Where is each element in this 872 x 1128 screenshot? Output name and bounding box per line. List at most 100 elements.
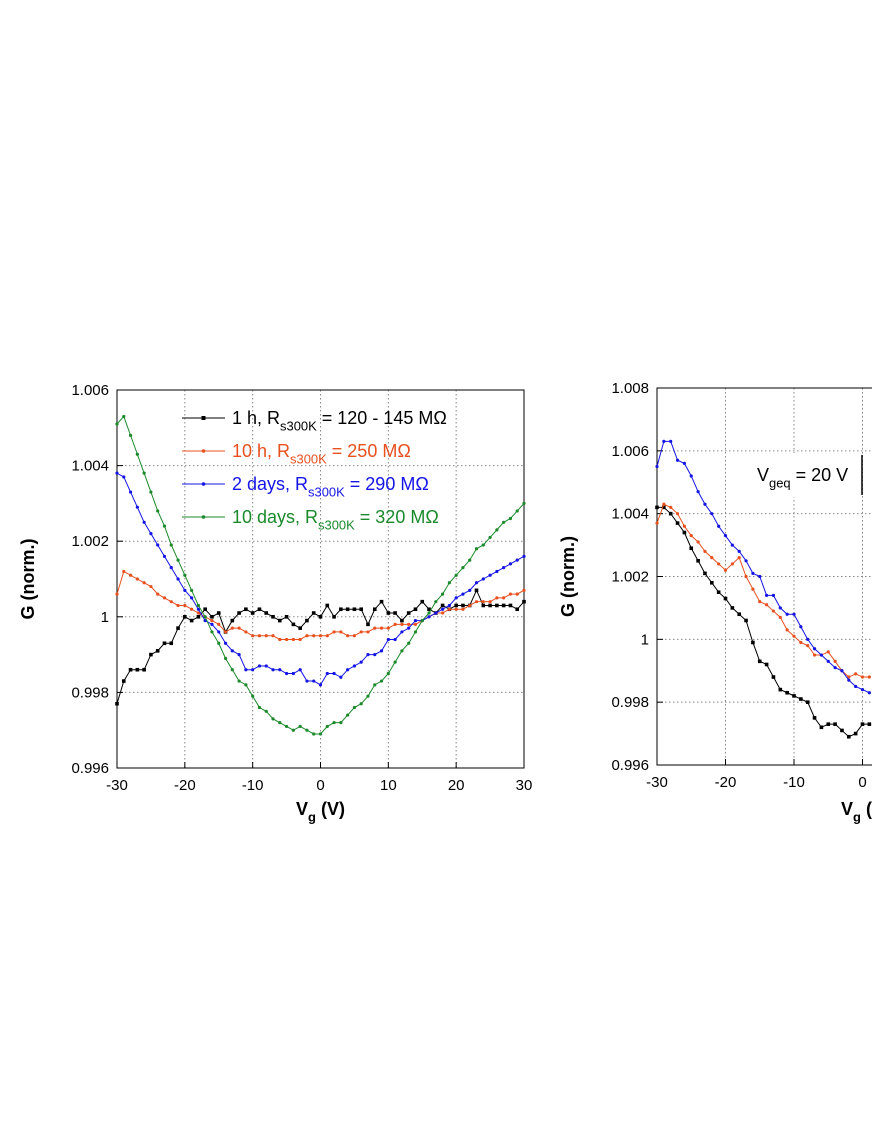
marker	[264, 709, 268, 713]
marker	[352, 705, 357, 710]
marker	[305, 634, 309, 638]
marker	[454, 607, 458, 611]
annotation: Vgeq = 20 V	[757, 465, 848, 490]
marker	[162, 554, 167, 558]
marker	[696, 540, 700, 544]
marker	[744, 618, 748, 623]
marker	[203, 615, 207, 619]
x-tick-label: -30	[106, 777, 128, 794]
x-axis-label-part: (V	[861, 799, 872, 819]
marker	[230, 668, 234, 672]
legend-label-part: s300K	[290, 451, 327, 466]
legend-label-part: = 290 MΩ	[345, 474, 429, 494]
x-axis-label-part: V	[841, 799, 853, 819]
marker	[860, 688, 865, 692]
marker	[325, 724, 329, 729]
marker	[406, 611, 411, 615]
marker	[703, 571, 707, 576]
marker	[386, 637, 390, 642]
legend-label-part: 10 h, R	[232, 441, 290, 461]
legend-marker	[201, 449, 206, 453]
marker	[495, 569, 499, 574]
marker	[190, 607, 194, 611]
marker	[427, 615, 431, 619]
marker	[278, 618, 282, 623]
marker	[860, 722, 865, 726]
marker	[819, 725, 824, 730]
marker	[311, 611, 316, 615]
marker	[169, 543, 173, 547]
legend-label-part: s300K	[318, 517, 355, 532]
legend-label-part: 1 h, R	[232, 408, 280, 428]
legend-label: 10 h, Rs300K = 250 MΩ	[232, 441, 411, 466]
marker	[833, 666, 837, 670]
marker	[366, 622, 370, 627]
marker	[393, 637, 397, 642]
marker	[413, 618, 418, 623]
marker	[413, 630, 418, 634]
marker	[778, 606, 782, 610]
marker	[230, 618, 235, 623]
x-axis-label: Vg (V)	[296, 799, 345, 824]
marker	[434, 611, 438, 615]
marker	[284, 637, 289, 642]
x-tick-label: -20	[174, 777, 196, 794]
marker	[257, 634, 262, 638]
x-tick-label: -10	[242, 777, 264, 794]
marker	[826, 659, 830, 663]
legend-marker	[201, 515, 206, 519]
marker	[291, 637, 295, 642]
marker	[359, 702, 363, 706]
marker	[223, 656, 228, 660]
marker	[237, 626, 241, 630]
legend-label-part: = 320 MΩ	[355, 507, 439, 527]
marker	[730, 543, 734, 547]
marker	[366, 694, 370, 698]
marker	[867, 675, 871, 679]
marker	[305, 618, 309, 623]
marker	[826, 722, 831, 726]
marker	[217, 630, 221, 634]
marker	[441, 592, 445, 596]
marker	[291, 728, 295, 732]
marker	[703, 502, 707, 506]
marker	[792, 612, 796, 616]
marker	[481, 600, 485, 604]
x-axis-label-part: (V)	[316, 799, 345, 819]
marker	[751, 571, 755, 575]
plot-frame	[116, 389, 525, 769]
marker	[481, 577, 485, 581]
marker	[723, 534, 728, 538]
marker	[675, 512, 680, 516]
marker	[393, 622, 397, 626]
x-tick-label: 20	[448, 777, 465, 794]
marker	[190, 596, 194, 600]
marker	[508, 516, 513, 521]
marker	[217, 641, 221, 645]
marker	[271, 615, 275, 619]
marker	[359, 607, 363, 612]
marker	[696, 490, 700, 494]
marker	[169, 600, 173, 604]
marker	[840, 669, 844, 673]
marker	[799, 625, 803, 629]
x-tick-label: 0	[858, 774, 866, 791]
annotation-part: = 20 V	[791, 465, 849, 485]
marker	[189, 618, 194, 623]
marker	[196, 603, 200, 608]
marker	[210, 630, 214, 634]
marker	[655, 505, 659, 510]
marker	[447, 581, 451, 585]
marker	[284, 615, 289, 619]
legend-label-part: = 120 - 145 MΩ	[317, 408, 447, 428]
marker	[339, 721, 343, 725]
marker	[386, 671, 390, 676]
marker	[149, 490, 153, 494]
marker	[176, 626, 180, 630]
x-tick-label: 0	[316, 777, 324, 794]
marker	[758, 600, 762, 604]
marker	[682, 524, 687, 528]
marker	[318, 732, 323, 736]
legend-label: 1 h, Rs300K = 120 - 145 MΩ	[232, 408, 447, 433]
marker	[474, 581, 479, 585]
